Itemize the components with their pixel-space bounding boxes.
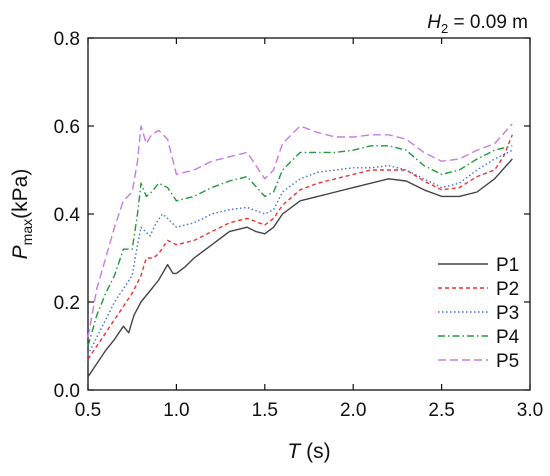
annotation-symbol: H [427,12,441,33]
x-tick-label: 3.0 [517,400,543,421]
x-axis-title: T (s) [287,440,330,463]
y-tick-label: 0.2 [54,293,80,314]
y-tick-label: 0.6 [54,117,80,138]
y-axis-symbol: P [9,245,32,259]
x-axis-unit: (s) [300,440,330,463]
legend-label-p5: P5 [496,351,519,372]
y-axis-subscript: max [19,219,35,245]
annotation-value: = 0.09 m [448,12,528,33]
x-tick-label: 2.5 [428,400,454,421]
condition-annotation: H2 = 0.09 m [427,12,528,36]
legend-label-p4: P4 [496,327,520,348]
legend-label-p1: P1 [496,255,519,276]
legend-label-p2: P2 [496,279,519,300]
tick-layer: 0.5 1.0 1.5 2.0 2.5 3.0 0.0 0.2 0.4 0.6 0.8 [54,29,544,421]
plot-frame [87,37,531,391]
x-tick-label: 0.5 [75,400,101,421]
series-line-p4 [87,145,513,347]
annotation-subscript: 2 [441,21,448,36]
y-tick-label: 0.8 [54,29,80,50]
y-tick-label: 0.0 [54,381,80,402]
series-line-p1 [87,158,513,378]
series-line-p5 [87,123,513,338]
legend: P1 P2 P3 P4 P5 [438,255,520,372]
x-tick-label: 1.5 [252,400,278,421]
y-axis-title: Pmax(kPa) [9,169,35,260]
y-axis-unit: (kPa) [9,169,32,219]
x-tick-label: 2.0 [340,400,366,421]
series-layer [87,123,513,378]
legend-label-p3: P3 [496,303,519,324]
series-line-p3 [87,149,513,356]
series-line-p2 [87,134,513,360]
y-tick-label: 0.4 [54,205,81,226]
x-tick-label: 1.0 [163,400,189,421]
x-axis-symbol: T [287,440,302,463]
